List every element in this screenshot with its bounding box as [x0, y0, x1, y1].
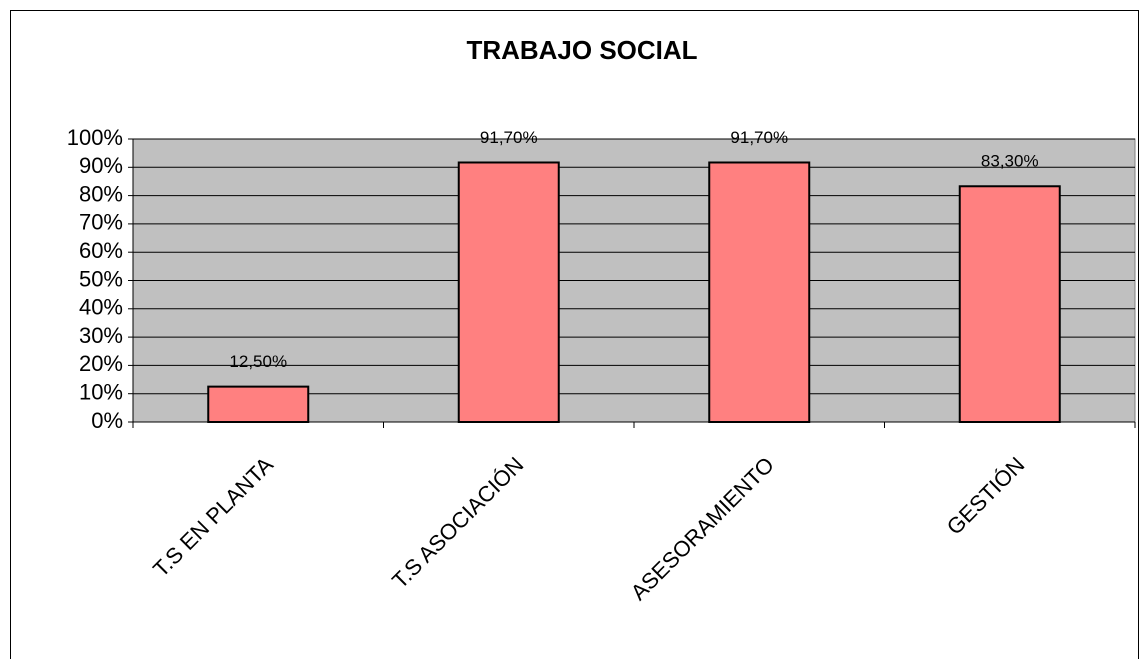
- data-label: 91,70%: [730, 128, 788, 147]
- y-tick-label: 100%: [67, 125, 123, 150]
- bar: [457, 161, 560, 423]
- data-label: 83,30%: [981, 152, 1039, 171]
- y-tick-label: 20%: [79, 351, 123, 376]
- y-tick-label: 0%: [91, 408, 123, 433]
- data-label: 12,50%: [229, 352, 287, 371]
- chart-title: TRABAJO SOCIAL: [466, 35, 697, 65]
- bar: [207, 385, 310, 423]
- y-tick-label: 70%: [79, 210, 123, 235]
- y-tick-label: 90%: [79, 153, 123, 178]
- y-tick-label: 60%: [79, 238, 123, 263]
- data-label: 91,70%: [480, 128, 538, 147]
- y-tick-label: 30%: [79, 323, 123, 348]
- bar: [708, 161, 811, 423]
- y-tick-label: 40%: [79, 295, 123, 320]
- bar: [958, 185, 1061, 423]
- y-tick-label: 80%: [79, 181, 123, 206]
- y-tick-label: 50%: [79, 266, 123, 291]
- y-tick-label: 10%: [79, 380, 123, 405]
